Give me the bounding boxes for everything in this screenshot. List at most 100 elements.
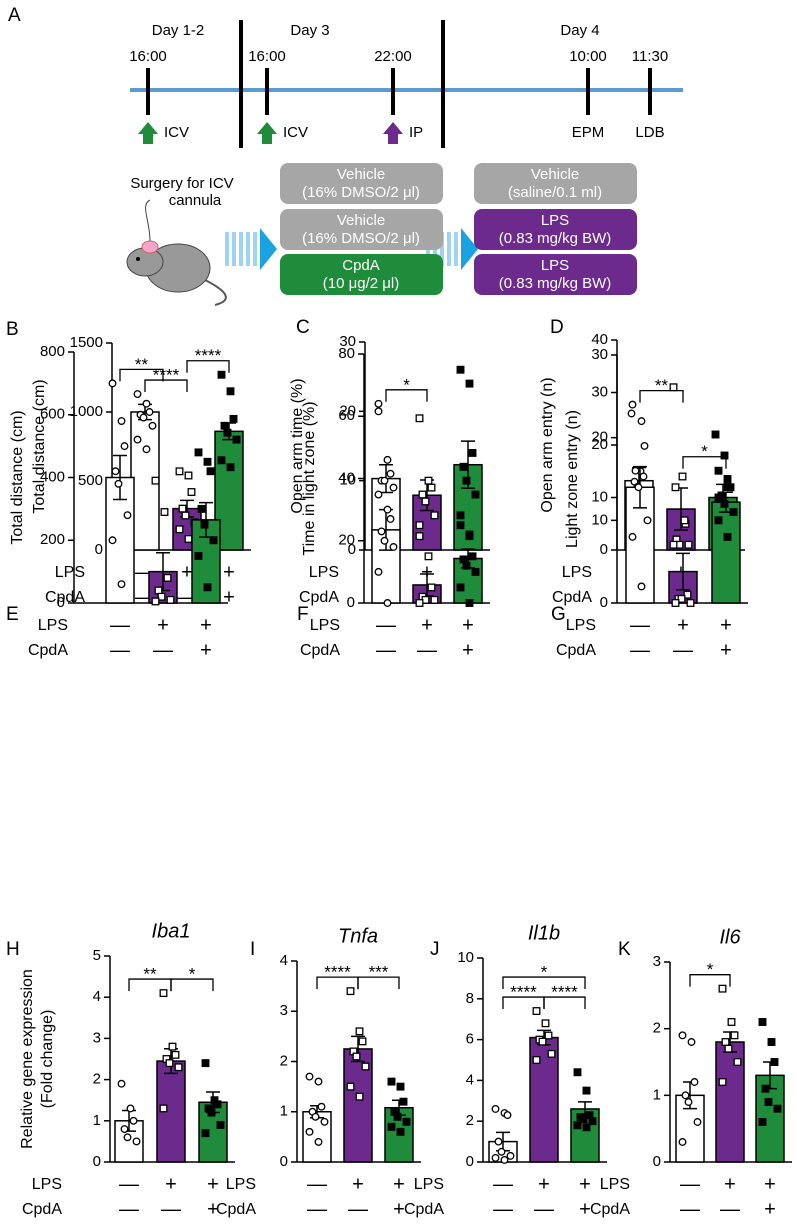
condition-sign: — xyxy=(673,639,693,661)
y-axis-label: Open arm time (%) xyxy=(289,378,306,513)
data-point xyxy=(582,1123,591,1132)
data-point xyxy=(151,597,160,606)
arrow-up xyxy=(383,122,403,144)
condition-sign: — xyxy=(376,639,396,661)
chart-title: Tnfa xyxy=(338,925,378,947)
data-point xyxy=(579,1115,588,1124)
y-tick-label: 0 xyxy=(347,594,355,611)
data-point xyxy=(117,417,126,425)
data-point xyxy=(154,586,163,595)
data-point xyxy=(424,476,433,485)
panel-label: A xyxy=(8,5,21,26)
data-point xyxy=(389,543,398,551)
data-point xyxy=(671,599,680,607)
data-point xyxy=(494,1137,503,1146)
y-tick-label: 8 xyxy=(466,990,474,1007)
data-point xyxy=(684,540,693,549)
data-point xyxy=(174,1063,183,1072)
data-point xyxy=(396,1127,405,1136)
data-point xyxy=(151,476,160,485)
y-tick-label: 0 xyxy=(600,541,608,558)
treatment-text: Vehicle xyxy=(337,166,385,183)
data-point xyxy=(175,525,184,534)
condition-sign: + xyxy=(200,614,212,636)
significance-bracket xyxy=(357,976,400,990)
data-point xyxy=(631,466,640,475)
data-point xyxy=(468,552,477,561)
condition-name: CpdA xyxy=(552,589,592,606)
condition-sign: + xyxy=(764,1173,776,1195)
condition-sign: — xyxy=(119,1198,139,1220)
data-point xyxy=(628,400,637,409)
data-point xyxy=(383,599,392,607)
data-point xyxy=(727,1018,736,1026)
y-axis-label: Time in light zone (%) xyxy=(301,401,318,555)
data-point xyxy=(724,1044,733,1053)
data-point xyxy=(200,520,209,529)
data-point xyxy=(374,407,383,416)
data-point xyxy=(111,467,120,476)
significance-label: **** xyxy=(510,983,537,1002)
data-point xyxy=(181,511,190,520)
y-tick-label: 10 xyxy=(457,949,474,966)
data-point xyxy=(184,471,193,480)
significance-bracket xyxy=(144,379,188,393)
data-point xyxy=(678,1138,687,1146)
data-point xyxy=(714,466,723,475)
data-point xyxy=(145,408,154,416)
data-point xyxy=(573,1068,582,1077)
condition-sign: + xyxy=(462,614,474,636)
time-label: 10:00 xyxy=(569,48,607,65)
y-tick-label: 3 xyxy=(653,953,661,970)
data-point xyxy=(220,421,229,430)
day-label: Day 4 xyxy=(560,22,599,39)
data-point xyxy=(718,984,727,993)
data-point xyxy=(217,456,226,465)
y-tick-label: 10 xyxy=(591,488,608,505)
condition-sign: — xyxy=(720,1198,740,1220)
data-point xyxy=(503,1111,512,1120)
condition-name: LPS xyxy=(32,1176,62,1193)
y-tick-label: 10 xyxy=(591,511,608,528)
data-point xyxy=(711,430,720,439)
significance-bracket xyxy=(385,389,428,402)
data-point xyxy=(383,505,392,514)
significance-label: **** xyxy=(551,983,578,1002)
event-label: EPM xyxy=(572,124,605,141)
y-tick-label: 4 xyxy=(93,988,101,1005)
data-point xyxy=(497,1147,506,1156)
treatment-box xyxy=(474,209,637,250)
significance-label: * xyxy=(403,375,410,394)
condition-name: CpdA xyxy=(556,642,596,659)
data-point xyxy=(129,1116,138,1125)
treatment-box xyxy=(280,209,443,250)
y-tick-label: 4 xyxy=(466,1071,474,1088)
time-label: 16:00 xyxy=(129,48,167,65)
data-point xyxy=(374,399,383,408)
panel-label: F xyxy=(297,604,309,625)
data-point xyxy=(203,457,212,466)
data-point xyxy=(721,1038,730,1046)
y-tick-label: 30 xyxy=(339,333,356,350)
data-point xyxy=(314,1137,323,1146)
y-axis-label: (Fold change) xyxy=(39,1010,56,1109)
y-tick-label: 1500 xyxy=(70,334,103,351)
data-point xyxy=(311,1112,320,1121)
significance-bracket xyxy=(119,368,164,382)
condition-name: LPS xyxy=(309,564,339,581)
condition-sign: + xyxy=(393,1173,405,1195)
data-point xyxy=(133,390,142,399)
treatment-text: LPS xyxy=(541,212,569,229)
data-point xyxy=(761,1084,770,1093)
condition-sign: + xyxy=(393,1198,405,1220)
data-point xyxy=(637,582,646,591)
y-tick-label: 0 xyxy=(600,594,608,611)
data-point xyxy=(396,1082,405,1091)
data-point xyxy=(159,989,168,998)
data-point xyxy=(383,455,392,464)
condition-sign: + xyxy=(157,614,169,636)
y-tick-label: 2 xyxy=(653,1020,661,1037)
data-point xyxy=(123,511,132,520)
data-point xyxy=(346,1082,355,1091)
data-point xyxy=(168,1042,177,1051)
